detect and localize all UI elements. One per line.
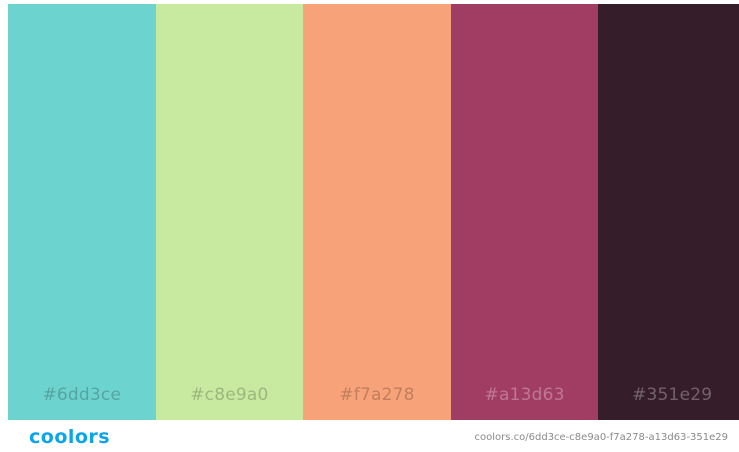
hex-label-1: #6dd3ce xyxy=(8,385,156,405)
footer: coolors coolors.co/6dd3ce-c8e9a0-f7a278-… xyxy=(0,420,739,452)
color-swatch-3[interactable]: #f7a278 xyxy=(303,4,451,420)
hex-label-5: #351e29 xyxy=(598,385,739,405)
color-swatch-4[interactable]: #a13d63 xyxy=(451,4,599,420)
hex-label-3: #f7a278 xyxy=(303,385,451,405)
hex-label-2: #c8e9a0 xyxy=(156,385,304,405)
color-swatch-5[interactable]: #351e29 xyxy=(598,4,739,420)
palette: #6dd3ce #c8e9a0 #f7a278 #a13d63 #351e29 xyxy=(8,4,739,420)
color-swatch-2[interactable]: #c8e9a0 xyxy=(156,4,304,420)
color-swatch-1[interactable]: #6dd3ce xyxy=(8,4,156,420)
hex-label-4: #a13d63 xyxy=(451,385,599,405)
palette-url-link[interactable]: coolors.co/6dd3ce-c8e9a0-f7a278-a13d63-3… xyxy=(475,433,728,443)
coolors-logo[interactable]: coolors xyxy=(29,428,110,447)
